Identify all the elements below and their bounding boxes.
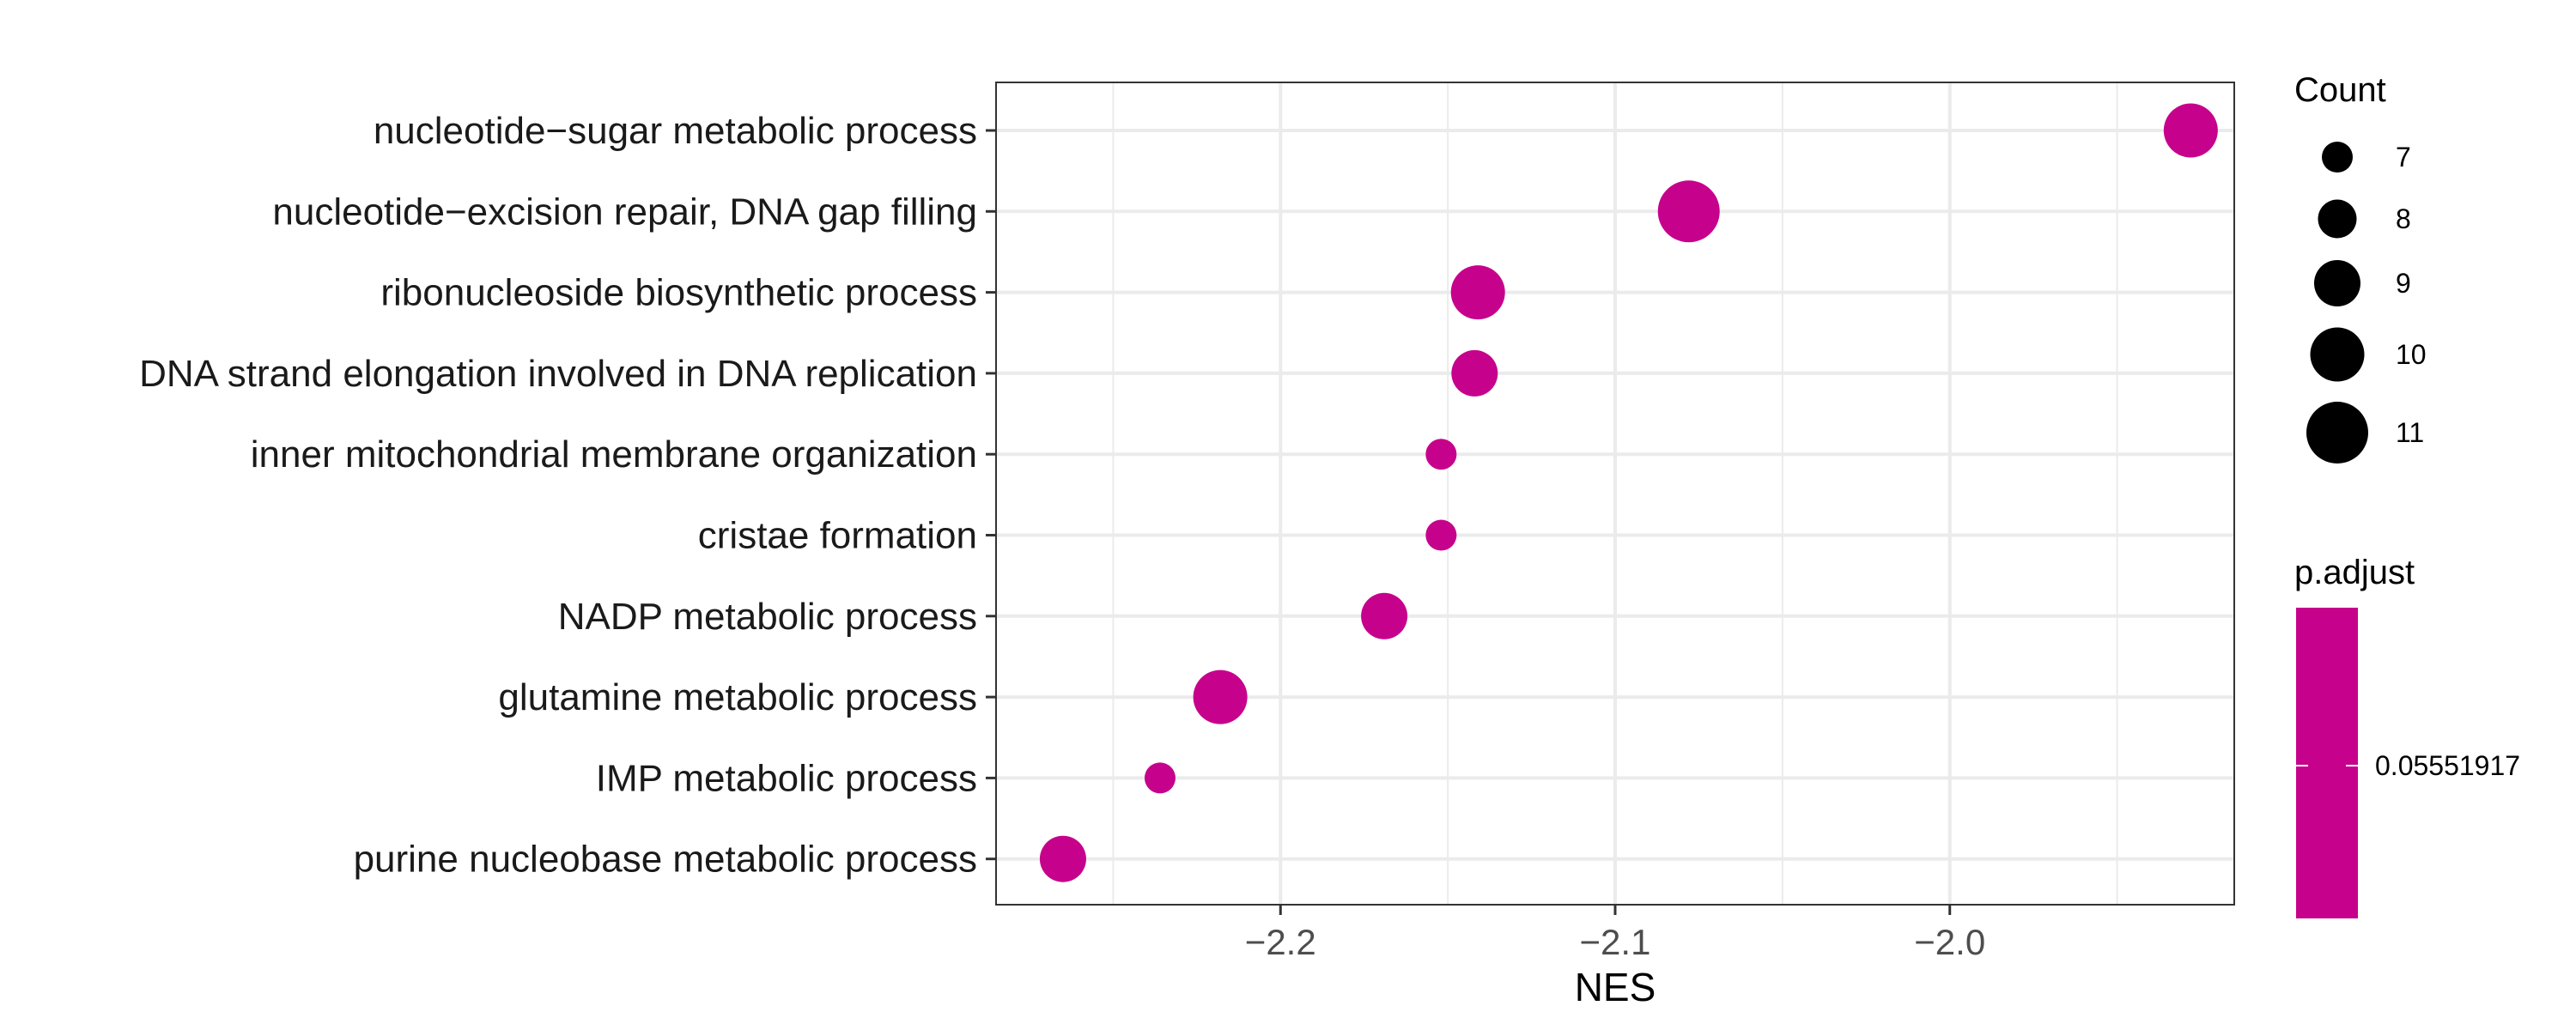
category-labels: nucleotide−sugar metabolic process nucleo… [139,110,977,881]
color-legend: p.adjust 0.05551917 [2294,554,2520,918]
size-legend-key [2306,402,2368,464]
data-points [1039,103,2218,882]
data-point [1451,349,1498,397]
category-label: NADP metabolic process [558,596,977,638]
size-legend-label: 10 [2396,339,2427,370]
data-point [1144,762,1176,794]
x-tick-labels: −2.2 −2.1 −2.0 [1245,922,1985,962]
category-label: nucleotide−excision repair, DNA gap fill… [272,191,977,233]
category-label: glutamine metabolic process [498,676,977,718]
size-legend-items: 7 8 9 10 11 [2306,142,2427,464]
color-legend-title: p.adjust [2294,554,2415,591]
data-point [1425,439,1457,470]
y-axis-ticks [986,129,996,861]
x-tick-label: −2.1 [1580,922,1651,962]
category-label: DNA strand elongation involved in DNA re… [139,353,977,395]
data-point [1039,835,1086,882]
x-axis-ticks [1279,905,1952,915]
size-legend-label: 7 [2396,142,2411,173]
size-legend-key [2310,327,2365,382]
size-legend-key [2314,260,2360,306]
data-point [1361,592,1408,639]
data-point [1450,265,1505,320]
colorbar [2296,608,2358,918]
size-legend-label: 9 [2396,268,2411,299]
category-label: ribonucleoside biosynthetic process [380,272,977,314]
grid-lines [996,82,2234,905]
category-label: nucleotide−sugar metabolic process [374,110,977,152]
panel-border [995,82,2235,906]
colorbar-label: 0.05551917 [2375,750,2520,781]
data-point [2163,103,2218,158]
category-label: inner mitochondrial membrane organizatio… [251,433,977,476]
size-legend-title: Count [2294,71,2386,109]
category-label: cristae formation [698,515,977,557]
x-tick-label: −2.0 [1914,922,1985,962]
data-point [1193,670,1248,724]
data-point [1425,519,1457,551]
category-label: IMP metabolic process [596,757,977,799]
size-legend-key [2318,199,2357,239]
size-legend: Count 7 8 9 10 11 [2294,71,2427,464]
size-legend-key [2322,142,2353,173]
category-label: purine nucleobase metabolic process [354,839,977,881]
size-legend-label: 11 [2396,417,2424,448]
x-axis-title: NES [1575,965,1656,1009]
x-tick-label: −2.2 [1245,922,1316,962]
data-point [1657,180,1720,243]
size-legend-label: 8 [2396,203,2411,234]
